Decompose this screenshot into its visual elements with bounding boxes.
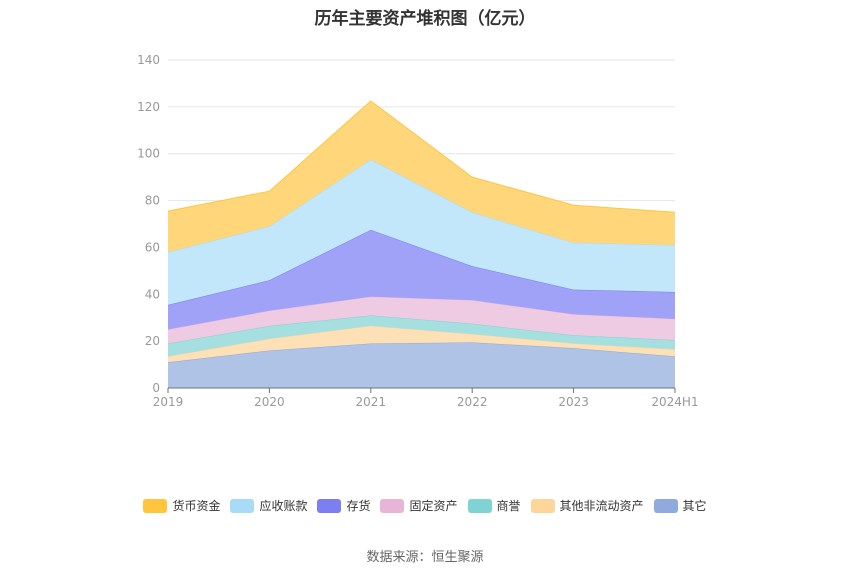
- legend-swatch: [467, 498, 492, 513]
- area-货币资金: [168, 101, 675, 253]
- y-tick-label: 100: [137, 147, 160, 161]
- area-存货: [168, 229, 675, 330]
- y-tick-label: 80: [145, 194, 160, 208]
- legend-item[interactable]: 应收账款: [230, 497, 307, 514]
- legend-label: 应收账款: [259, 499, 308, 513]
- area-其它: [168, 342, 675, 388]
- axes: 0 20 40 60 80 100 120 140 2019 2020 2021 2022 2023 20…: [137, 53, 699, 409]
- legend-label: 存货: [346, 499, 371, 513]
- y-tick-label: 60: [145, 240, 160, 254]
- legend-item[interactable]: 存货: [317, 497, 370, 514]
- data-source-note: 数据来源：恒生聚源: [366, 550, 484, 565]
- legend-label: 其它: [682, 499, 707, 513]
- x-tick-label: 2020: [254, 395, 285, 409]
- chart-title: 历年主要资产堆积图（亿元）: [314, 9, 536, 29]
- legend-label: 固定资产: [409, 499, 458, 513]
- y-tick-label: 40: [145, 287, 160, 301]
- x-tick-label: 2019: [153, 395, 184, 409]
- legend-label: 货币资金: [172, 499, 221, 513]
- area-应收账款: [168, 159, 675, 305]
- legend-item[interactable]: 货币资金: [143, 497, 220, 514]
- y-tick-label: 0: [152, 381, 160, 395]
- x-tick-label: 2022: [457, 395, 488, 409]
- legend-item[interactable]: 其它: [653, 497, 707, 514]
- area-商誉: [168, 315, 675, 357]
- y-tick-label: 20: [145, 334, 160, 348]
- x-tick-label: 2023: [558, 395, 589, 409]
- legend-swatch: [230, 498, 255, 513]
- legend-swatch: [530, 498, 555, 513]
- legend-swatch: [380, 498, 405, 513]
- area-edge-固定资产: [167, 296, 676, 330]
- legend: 货币资金 应收账款 存货 固定资产 商誉 其他非流动资产 其它: [0, 497, 850, 514]
- legend-swatch: [653, 498, 678, 513]
- area-edge-货币资金: [167, 100, 676, 213]
- legend-item[interactable]: 商誉: [467, 497, 521, 514]
- y-tick-label: 120: [137, 100, 160, 114]
- y-tick-label: 140: [137, 53, 160, 67]
- area-其他非流动资产: [168, 325, 675, 363]
- area-固定资产: [168, 296, 675, 344]
- x-tick-label: 2024H1: [651, 395, 698, 409]
- legend-swatch: [143, 498, 168, 513]
- legend-item[interactable]: 固定资产: [380, 497, 458, 514]
- legend-item[interactable]: 其他非流动资产: [530, 497, 644, 514]
- x-tick-label: 2021: [356, 395, 387, 409]
- legend-label: 商誉: [496, 499, 521, 513]
- legend-swatch: [317, 498, 342, 513]
- area-series: [167, 100, 676, 388]
- legend-label: 其他非流动资产: [559, 499, 644, 513]
